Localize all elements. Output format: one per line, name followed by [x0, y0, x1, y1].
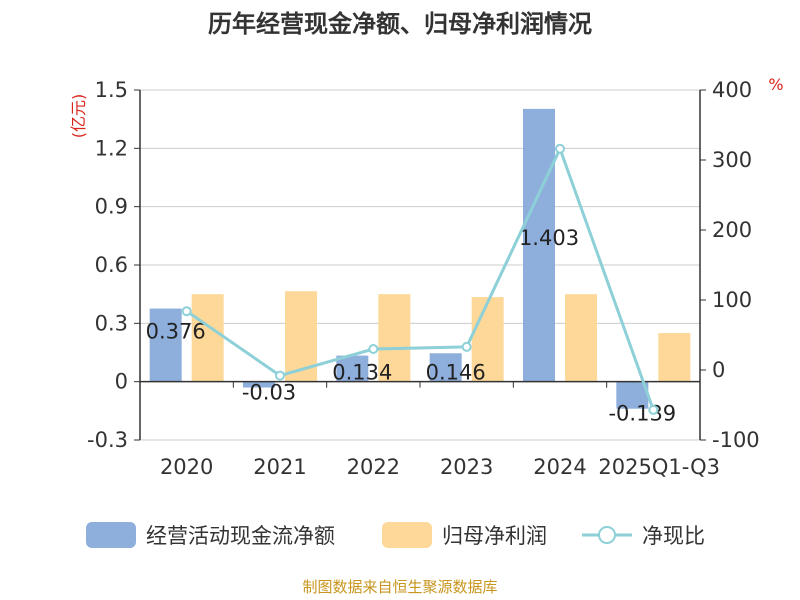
left-tick-label: 0.9 [95, 195, 128, 219]
legend-swatch-marker [598, 526, 616, 544]
cashflow-bar [336, 355, 369, 382]
ratio-point [555, 143, 565, 154]
net-profit-bar [471, 297, 504, 382]
legend-swatch-bar [382, 522, 432, 548]
x-category-label: 2023 [440, 455, 493, 479]
source-note: 制图数据来自恒生聚源数据库 [302, 578, 497, 596]
gridlines [140, 89, 700, 441]
right-tick-label: 300 [712, 148, 752, 172]
net-profit-bar [378, 294, 411, 382]
left-tick-label: 0.3 [95, 311, 128, 335]
left-tick-label: -0.3 [87, 428, 128, 452]
right-axis-ticks: 400 300 200 100 0 -100 [700, 78, 760, 452]
right-tick-label: 0 [712, 358, 725, 382]
right-tick-label: -100 [712, 428, 760, 452]
bars [149, 108, 691, 409]
x-category-label: 2025Q1-Q3 [598, 455, 720, 479]
ratio-line-path [185, 144, 655, 411]
cashflow-bar [149, 308, 182, 382]
right-axis-unit: % [768, 75, 783, 94]
ratio-point [181, 306, 192, 317]
cashflow-data-label: -0.139 [608, 402, 676, 426]
net-profit-bar [565, 294, 597, 382]
cashflow-bar [429, 353, 462, 382]
cashflow-bar [616, 381, 649, 409]
right-tick-label: 100 [712, 288, 752, 312]
ratio-line [181, 143, 659, 415]
legend-label: 净现比 [642, 524, 705, 548]
ratio-point [368, 344, 379, 354]
cashflow-data-label: 0.376 [146, 320, 206, 344]
x-category-label: 2022 [347, 455, 400, 479]
chart-title: 历年经营现金净额、归母净利润情况 [208, 10, 592, 38]
legend-swatch-bar [86, 522, 136, 548]
x-category-label: 2021 [253, 455, 306, 479]
left-tick-label: 0.6 [95, 253, 128, 277]
cashflow-data-label: 0.146 [426, 361, 486, 385]
x-axis-ticks: 2020 2021 2022 2023 2024 2025Q1-Q3 [139, 381, 720, 479]
legend-label: 归母净利润 [442, 524, 547, 548]
left-tick-label: 1.5 [95, 78, 128, 102]
ratio-point [461, 341, 472, 352]
cashflow-data-label: 1.403 [519, 226, 579, 250]
net-profit-bar [191, 294, 224, 382]
cashflow-data-label: -0.03 [242, 381, 296, 405]
x-category-label: 2024 [533, 455, 586, 479]
legend-label: 经营活动现金流净额 [146, 524, 335, 548]
left-axis-ticks: 1.5 1.2 0.9 0.6 0.3 0 -0.3 [87, 78, 140, 452]
left-tick-label: 0 [115, 370, 128, 394]
left-axis-unit: (亿元) [69, 94, 88, 139]
cashflow-data-label: 0.134 [332, 361, 392, 385]
right-tick-label: 200 [712, 218, 752, 242]
right-tick-label: 400 [712, 78, 752, 102]
x-category-label: 2020 [160, 455, 213, 479]
left-tick-label: 1.2 [95, 136, 128, 160]
bar-data-labels: 0.376 -0.03 0.134 0.146 1.403 -0.139 [146, 226, 677, 426]
cashflow-bar [523, 108, 555, 382]
legend: 经营活动现金流净额 归母净利润 净现比 [86, 522, 705, 548]
ratio-point [648, 404, 659, 415]
cashflow-bar [243, 381, 275, 388]
net-profit-bar [658, 333, 691, 382]
ratio-point [275, 370, 285, 381]
